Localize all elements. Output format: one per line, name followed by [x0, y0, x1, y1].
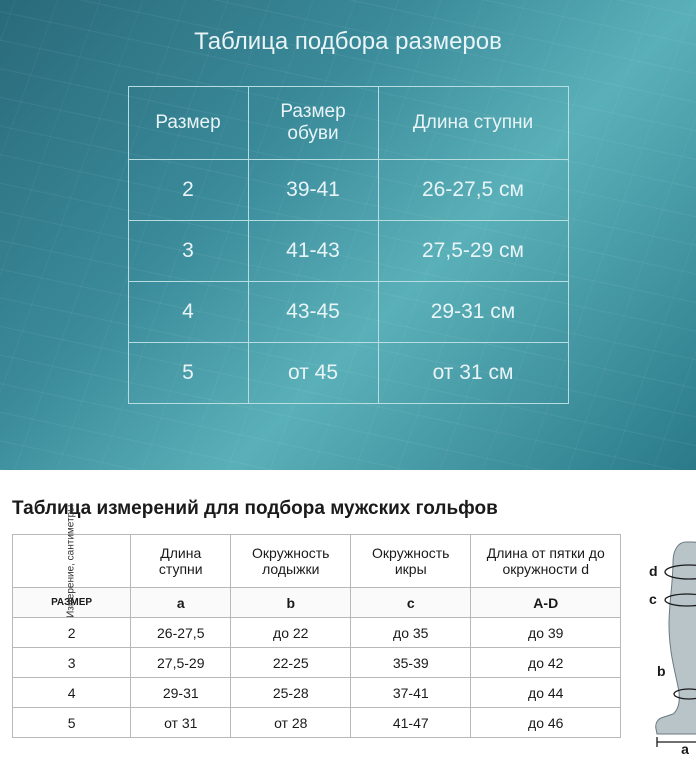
foot-length-cell: от 31 см [378, 343, 568, 404]
foot-length-cell: 27,5-29 см [378, 221, 568, 282]
size-cell: 2 [128, 160, 248, 221]
shoe-size-cell: 41-43 [248, 221, 378, 282]
bottom-title: Таблица измерений для подбора мужских го… [12, 498, 684, 520]
letter-c: c [351, 588, 471, 618]
meas-row: 4 29-31 25-28 37-41 до 44 [13, 678, 621, 708]
label-a: a [681, 741, 689, 754]
meas-cell: 35-39 [351, 648, 471, 678]
meas-cell: до 35 [351, 618, 471, 648]
top-title: Таблица подбора размеров [0, 28, 696, 56]
meas-cell: до 42 [471, 648, 621, 678]
size-cell: 5 [128, 343, 248, 404]
meas-size: 4 [13, 678, 131, 708]
measurement-table: Измерение, сантиметры Длина ступни Окруж… [12, 534, 621, 738]
meas-cell: до 22 [231, 618, 351, 648]
letter-ad: A-D [471, 588, 621, 618]
leg-diagram: d c b a D A [631, 534, 696, 754]
meas-row: 5 от 31 от 28 41-47 до 46 [13, 708, 621, 738]
size-table: Размер Размер обуви Длина ступни 2 39-41… [128, 86, 569, 404]
col-header-foot-length: Длина ступни [131, 535, 231, 588]
label-c: c [649, 591, 657, 607]
size-table-row: 5 от 45 от 31 см [128, 343, 568, 404]
meas-row: 3 27,5-29 22-25 35-39 до 42 [13, 648, 621, 678]
measurement-wrap: Измерение, сантиметры Длина ступни Окруж… [12, 534, 684, 754]
measurement-header-row: Измерение, сантиметры Длина ступни Окруж… [13, 535, 621, 588]
shoe-size-cell: от 45 [248, 343, 378, 404]
meas-cell: 26-27,5 [131, 618, 231, 648]
size-table-header: Длина ступни [378, 87, 568, 160]
meas-cell: от 31 [131, 708, 231, 738]
letter-a: a [131, 588, 231, 618]
col-header-heel-to-d: Длина от пятки до окружности d [471, 535, 621, 588]
size-table-header-row: Размер Размер обуви Длина ступни [128, 87, 568, 160]
col-header-calf: Окружность икры [351, 535, 471, 588]
meas-cell: 22-25 [231, 648, 351, 678]
meas-cell: 25-28 [231, 678, 351, 708]
col-header-ankle: Окружность лодыжки [231, 535, 351, 588]
letter-row: РАЗМЕР a b c A-D [13, 588, 621, 618]
meas-cell: до 39 [471, 618, 621, 648]
measurement-panel: Таблица измерений для подбора мужских го… [0, 470, 696, 754]
shoe-size-cell: 39-41 [248, 160, 378, 221]
size-cell: 3 [128, 221, 248, 282]
foot-length-cell: 29-31 см [378, 282, 568, 343]
vertical-measure-label: Измерение, сантиметры [13, 535, 131, 588]
meas-row: 2 26-27,5 до 22 до 35 до 39 [13, 618, 621, 648]
size-table-row: 3 41-43 27,5-29 см [128, 221, 568, 282]
leg-shape [656, 542, 696, 734]
meas-size: 3 [13, 648, 131, 678]
shoe-size-cell: 43-45 [248, 282, 378, 343]
meas-size: 2 [13, 618, 131, 648]
size-table-header: Размер [128, 87, 248, 160]
meas-cell: 41-47 [351, 708, 471, 738]
label-b: b [657, 663, 666, 679]
label-d: d [649, 563, 658, 579]
size-table-header: Размер обуви [248, 87, 378, 160]
size-cell: 4 [128, 282, 248, 343]
meas-cell: 27,5-29 [131, 648, 231, 678]
meas-cell: до 44 [471, 678, 621, 708]
size-table-row: 2 39-41 26-27,5 см [128, 160, 568, 221]
size-selection-panel: Таблица подбора размеров Размер Размер о… [0, 0, 696, 470]
meas-cell: 37-41 [351, 678, 471, 708]
letter-b: b [231, 588, 351, 618]
meas-cell: до 46 [471, 708, 621, 738]
meas-size: 5 [13, 708, 131, 738]
meas-cell: от 28 [231, 708, 351, 738]
size-table-row: 4 43-45 29-31 см [128, 282, 568, 343]
foot-length-cell: 26-27,5 см [378, 160, 568, 221]
meas-cell: 29-31 [131, 678, 231, 708]
